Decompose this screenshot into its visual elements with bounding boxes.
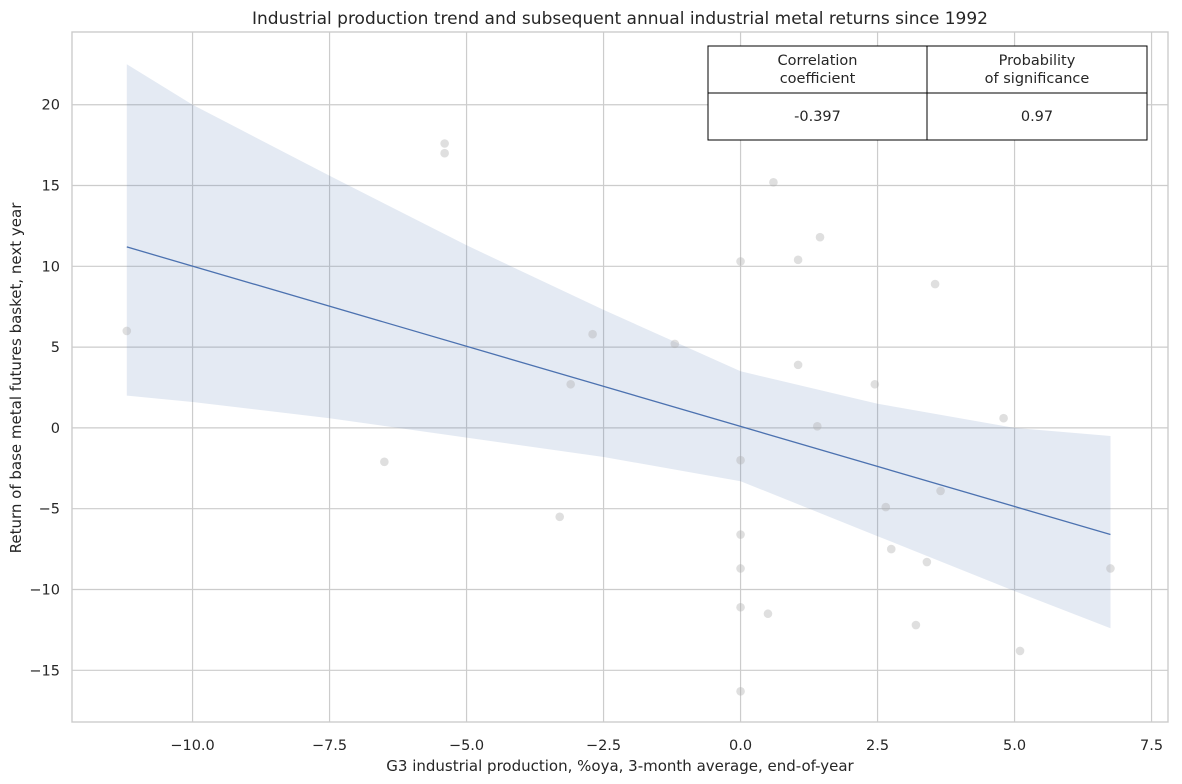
data-point [1106,564,1115,573]
data-point [440,148,449,158]
table-value-probability: 0.97 [1021,109,1053,125]
y-tick-label: 5 [51,340,60,356]
y-tick-label: 0 [51,421,60,437]
data-point [122,326,132,336]
table-value-correlation: -0.397 [794,109,841,125]
data-point [736,257,745,266]
table-header-probability: Probability of significance [985,53,1090,87]
regression-line-layer [126,246,1111,536]
y-axis-label: Return of base metal futures basket, nex… [7,202,25,554]
data-point [812,421,822,431]
x-axis-ticks: −10.0 −7.5 −5.0 −2.5 0.0 2.5 5.0 7.5 [170,738,1163,754]
data-point [815,232,825,242]
y-tick-label: −5 [39,502,60,518]
x-axis-label: G3 industrial production, %oya, 3-month … [386,757,854,775]
chart-title: Industrial production trend and subseque… [252,9,988,29]
y-tick-label: −10 [29,582,60,598]
y-axis-ticks: −15 −10 −5 0 5 10 15 20 [29,98,60,680]
data-point [922,557,932,567]
confidence-band-layer [126,64,1111,629]
scatter-points [122,139,1115,696]
x-tick-label: −10.0 [170,738,214,754]
data-point [566,379,575,389]
x-tick-label: −7.5 [312,738,347,754]
table-value-cell-probability [926,92,1148,141]
data-point [1015,646,1025,656]
data-point [793,360,803,370]
table-header-correlation: Correlation coefficient [778,53,858,87]
data-point [999,413,1008,423]
y-tick-label: 10 [42,259,60,275]
data-point [736,530,745,539]
data-point [930,279,940,289]
confidence-band [126,64,1111,629]
x-tick-label: −2.5 [586,738,621,754]
data-point [763,609,773,619]
grid [72,32,1168,722]
data-point [881,502,891,512]
data-point [769,177,778,187]
x-tick-label: 7.5 [1140,738,1163,754]
table-value-cell-correlation [707,92,928,141]
x-tick-label: 5.0 [1003,738,1026,754]
y-tick-label: 15 [42,179,60,195]
data-point [736,602,745,612]
data-point [736,564,745,573]
data-point [911,620,921,630]
stats-table: Correlation coefficient Probability of sig… [707,45,1148,141]
data-point [670,339,680,349]
x-tick-label: −5.0 [449,738,484,754]
data-point [440,139,449,148]
x-tick-label: 2.5 [866,738,889,754]
x-tick-label: 0.0 [729,738,752,754]
data-point [793,255,803,265]
data-point [736,686,745,696]
data-point [870,379,880,389]
data-point [886,544,896,554]
plot-frame [71,31,1169,723]
data-point [588,329,597,339]
data-point [380,457,389,467]
y-tick-label: 20 [42,98,60,114]
regression-line [126,246,1111,536]
data-point [555,512,565,522]
data-point [936,486,945,496]
data-point [736,455,745,465]
y-tick-label: −15 [29,663,60,679]
